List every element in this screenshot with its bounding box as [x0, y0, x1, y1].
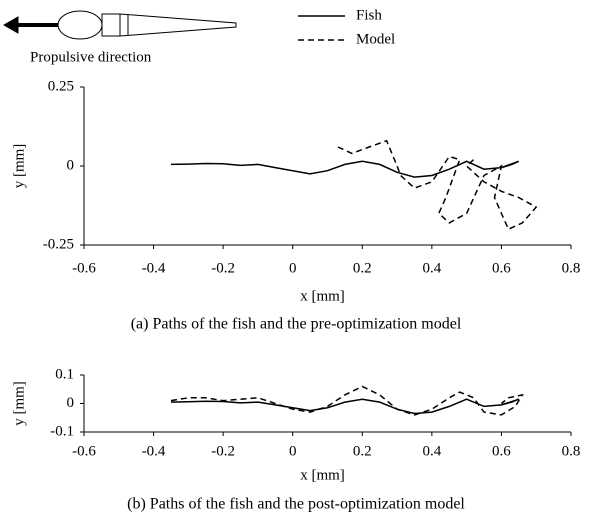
- y-tick-label: -0.1: [50, 423, 74, 439]
- x-tick-label: 0.2: [353, 443, 372, 459]
- y-tick-label: 0.1: [55, 366, 74, 382]
- x-axis-label: x [mm]: [300, 288, 345, 304]
- x-tick-label: 0.6: [492, 443, 511, 459]
- y-tick-label: 0: [67, 157, 75, 173]
- x-tick-label: -0.6: [72, 443, 96, 459]
- fish-body: [57, 10, 103, 40]
- legend-label: Model: [356, 31, 395, 47]
- x-tick-label: 0.4: [422, 260, 441, 276]
- fish-tail: [101, 13, 237, 37]
- x-axis-label: x [mm]: [300, 467, 345, 483]
- y-axis-label: y [mm]: [11, 144, 27, 189]
- series-line: [170, 385, 524, 416]
- x-tick-label: 0: [289, 260, 297, 276]
- series-line: [337, 139, 538, 231]
- y-tick-label: 0.25: [48, 78, 74, 94]
- x-tick-label: 0.2: [353, 260, 372, 276]
- arrowhead: [2, 16, 19, 34]
- caption: (b) Paths of the fish and the post-optim…: [127, 496, 465, 513]
- x-tick-label: -0.4: [142, 260, 166, 276]
- series-line: [170, 398, 520, 415]
- x-tick-label: 0.8: [562, 260, 581, 276]
- x-tick-label: -0.6: [72, 260, 96, 276]
- x-tick-label: -0.2: [211, 260, 235, 276]
- y-tick-label: 0: [67, 395, 75, 411]
- y-tick-label: -0.25: [43, 236, 74, 252]
- y-axis-label: y [mm]: [11, 381, 27, 426]
- x-tick-label: 0.8: [562, 443, 581, 459]
- x-tick-label: 0: [289, 443, 297, 459]
- fish-icon: [2, 10, 237, 40]
- x-tick-label: 0.4: [422, 443, 441, 459]
- series-line: [170, 160, 520, 178]
- x-tick-label: 0.6: [492, 260, 511, 276]
- x-tick-label: -0.2: [211, 443, 235, 459]
- legend-label: Fish: [356, 7, 382, 23]
- caption: (a) Paths of the fish and the pre-optimi…: [131, 316, 462, 333]
- x-tick-label: -0.4: [142, 443, 166, 459]
- annotation: Propulsive direction: [30, 49, 152, 65]
